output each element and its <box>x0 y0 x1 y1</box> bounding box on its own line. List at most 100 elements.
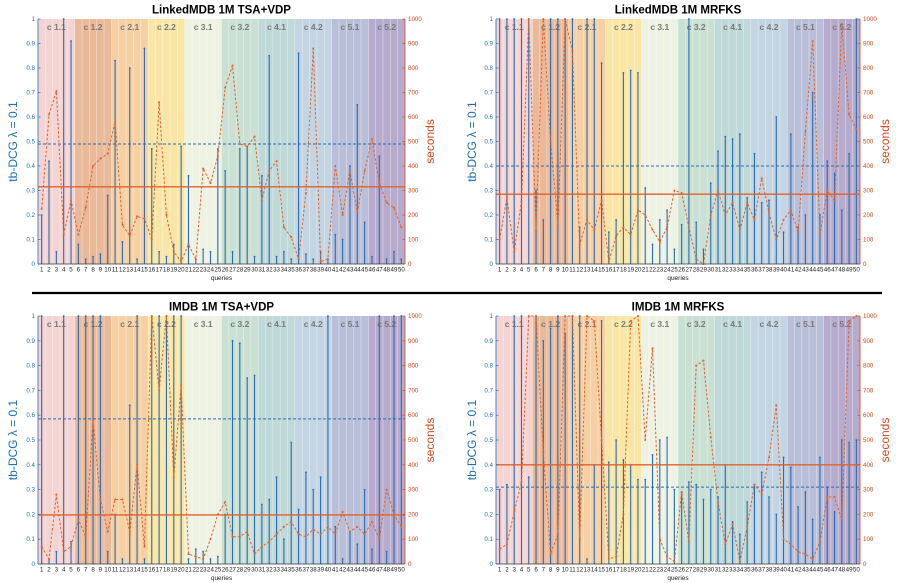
stem-marker <box>180 315 183 317</box>
time-point <box>578 243 581 246</box>
xtick-label: 29 <box>244 567 251 574</box>
xtick-label: 6 <box>534 567 538 574</box>
xtick-label: 10 <box>104 267 111 274</box>
ytick-label: 0.2 <box>484 511 493 518</box>
time-point <box>392 206 395 209</box>
cluster-label: c 3.2 <box>230 22 249 32</box>
y2tick-label: 500 <box>408 437 419 444</box>
stem-marker <box>400 258 403 260</box>
xtick-label: 31 <box>258 567 265 574</box>
y2tick-label: 1000 <box>863 16 877 23</box>
panel-title-1: LinkedMDB 1M TSA+VDP <box>152 5 291 17</box>
time-point <box>48 558 51 561</box>
xtick-label: 30 <box>707 267 714 274</box>
time-point <box>180 384 183 387</box>
time-point <box>260 199 263 202</box>
time-point <box>260 545 263 548</box>
ytick-label: 0.9 <box>26 338 35 345</box>
xtick-label: 19 <box>170 567 177 574</box>
y2tick-label: 700 <box>863 387 874 394</box>
xtick-label: 49 <box>846 567 853 574</box>
time-point <box>348 530 351 533</box>
xtick-label: 40 <box>324 567 331 574</box>
ytick-label: 0.3 <box>26 487 35 494</box>
stem-marker <box>55 550 58 553</box>
time-point <box>556 223 559 226</box>
time-point <box>840 22 843 25</box>
stem-marker <box>128 67 131 69</box>
y2tick-label: 800 <box>408 363 419 370</box>
time-point <box>246 530 249 533</box>
time-point <box>40 545 43 548</box>
xtick-label: 6 <box>77 567 81 574</box>
time-point <box>282 226 285 229</box>
time-point <box>385 488 388 491</box>
y2tick-label: 900 <box>863 338 874 345</box>
stem-marker <box>363 221 366 224</box>
xtick-label: 28 <box>693 267 700 274</box>
xtick-label: 38 <box>766 267 773 274</box>
time-point <box>84 535 87 538</box>
stem-marker <box>275 476 278 479</box>
cluster-label: c 3.1 <box>650 319 669 329</box>
time-point <box>275 533 278 536</box>
time-point <box>695 364 698 367</box>
stem-marker <box>216 147 219 150</box>
xtick-label: 3 <box>512 567 516 574</box>
time-point <box>99 157 102 160</box>
y2tick-label: 400 <box>863 462 874 469</box>
time-point <box>673 189 676 192</box>
time-point <box>658 240 661 243</box>
cluster-label: c 4.2 <box>304 319 323 329</box>
stem-marker <box>673 248 676 251</box>
time-point <box>535 315 538 317</box>
time-point <box>356 211 359 214</box>
time-point <box>136 463 139 466</box>
xtick-label: 39 <box>773 267 780 274</box>
xtick-label: 8 <box>91 567 95 574</box>
time-point <box>224 86 227 89</box>
time-point <box>99 498 102 501</box>
cluster-label: c 5.2 <box>377 319 396 329</box>
stem-marker <box>312 258 315 260</box>
stem-marker <box>231 339 234 342</box>
stem-marker <box>253 374 256 377</box>
stem-marker <box>378 155 381 158</box>
ytick-label: 1 <box>32 16 36 23</box>
time-point <box>150 315 153 317</box>
time-point <box>253 135 256 138</box>
xtick-label: 32 <box>266 267 273 274</box>
xtick-label: 26 <box>222 567 229 574</box>
cluster-label: c 3.2 <box>687 22 706 32</box>
xtick-label: 47 <box>376 267 383 274</box>
ytick-label: 0.8 <box>26 363 35 370</box>
stem-marker <box>840 209 843 212</box>
time-point <box>629 319 632 322</box>
stem-marker <box>62 315 65 317</box>
y2tick-label: 300 <box>408 188 419 195</box>
time-point <box>826 496 829 499</box>
stem-marker <box>600 320 603 322</box>
xtick-label: 35 <box>288 567 295 574</box>
cluster-label: c 4.1 <box>723 319 742 329</box>
xtick-label: 44 <box>809 267 816 274</box>
xtick-label: 3 <box>55 567 59 574</box>
xtick-label: 43 <box>802 567 809 574</box>
time-point <box>724 543 727 546</box>
time-point <box>520 200 523 203</box>
stem-marker <box>789 133 792 136</box>
time-point <box>268 169 271 172</box>
time-point <box>194 555 197 558</box>
xtick-label: 2 <box>47 567 51 574</box>
time-point <box>48 113 51 116</box>
stem-marker <box>136 258 138 260</box>
time-point <box>253 553 256 556</box>
xtick-label: 1 <box>40 567 44 574</box>
cluster-label: c 1.2 <box>541 319 560 329</box>
time-point <box>549 553 552 556</box>
stem-marker <box>297 508 300 511</box>
cluster-label: c 5.1 <box>796 319 815 329</box>
cluster-label: c 3.1 <box>194 319 213 329</box>
y2tick-label: 100 <box>863 237 874 244</box>
panel-title-2: LinkedMDB 1M MRFKS <box>615 5 742 17</box>
